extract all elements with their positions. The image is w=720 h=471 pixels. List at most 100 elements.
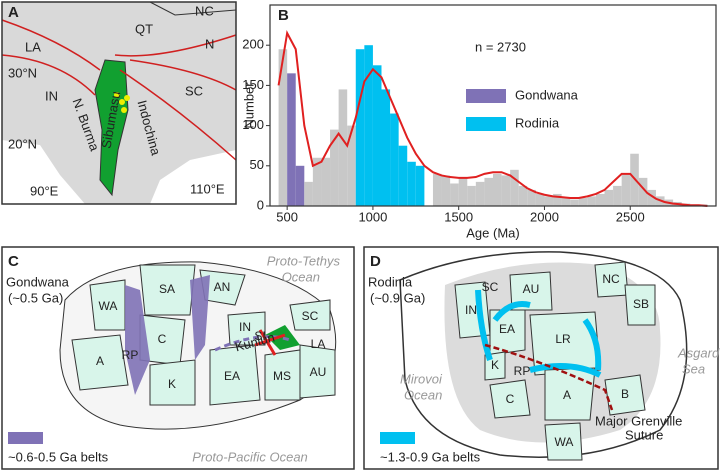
bar	[312, 157, 322, 206]
legend-label: Rodinia	[515, 115, 560, 130]
bar	[295, 165, 305, 206]
block-label: A	[563, 388, 571, 402]
block	[71, 334, 129, 391]
block	[289, 299, 331, 331]
block-label: EA	[224, 369, 240, 383]
legend-swatch	[380, 432, 415, 444]
y-axis-label: Number	[241, 82, 256, 129]
panel-letter: B	[278, 7, 289, 24]
label: QT	[135, 21, 153, 36]
panel-b: 0 50 100 150 200 500 1000 1500 2000 2500 Age (Ma) N…	[241, 4, 717, 240]
panel-letter: A	[8, 4, 19, 21]
bar	[595, 193, 605, 206]
legend-label: Gondwana	[515, 87, 579, 102]
bar	[638, 177, 648, 206]
bar	[330, 129, 339, 206]
label: LA	[25, 39, 41, 54]
title: Gondwana	[6, 274, 70, 289]
bar	[347, 125, 356, 206]
block-label: IN	[465, 303, 477, 317]
bar	[647, 189, 656, 206]
block	[149, 359, 196, 406]
panel-c: C Gondwana (~0.5 Ga) Proto-Tethys Ocean …	[1, 246, 355, 470]
bar	[518, 185, 528, 206]
density-curve	[277, 30, 708, 207]
y-tick-label: 50	[250, 157, 264, 172]
label: 20°N	[8, 136, 37, 151]
block-label: SB	[633, 297, 649, 311]
block-label: AU	[523, 282, 540, 296]
block	[139, 264, 196, 316]
bar	[527, 189, 536, 206]
sample	[119, 99, 125, 105]
block-label: SC	[302, 309, 319, 323]
sample	[121, 107, 127, 113]
block	[509, 271, 553, 311]
panel-letter: D	[370, 253, 381, 270]
suture-label: Suture	[625, 427, 663, 442]
bar	[458, 177, 468, 206]
block-label: K	[491, 358, 499, 372]
bar	[484, 177, 493, 206]
bar	[467, 185, 476, 206]
ocean: Ocean	[404, 387, 442, 402]
bar	[441, 175, 451, 206]
y-tick-label: 0	[257, 197, 264, 212]
block-label: WA	[99, 299, 118, 313]
panel-d: D Rodinia (~0.9 Ga) Asgard Sea Mirovoi O…	[363, 246, 720, 470]
label: N	[205, 36, 214, 51]
bar	[475, 181, 485, 206]
legend-label: ~0.6-0.5 Ga belts	[8, 449, 109, 464]
block	[624, 284, 656, 326]
x-axis-label: Age (Ma)	[466, 225, 519, 240]
bar	[287, 73, 296, 206]
sea	[150, 150, 236, 204]
block-label: K	[168, 377, 176, 391]
label: 30°N	[8, 65, 37, 80]
fault	[1, 19, 237, 161]
bar	[613, 185, 622, 206]
panel-a: A QT NC LA IN SC 30°N 20°N 90°E 110°E N.…	[1, 1, 237, 205]
block	[604, 374, 646, 416]
bar	[355, 49, 365, 206]
label: NC	[195, 3, 214, 18]
bar	[278, 49, 288, 206]
label: SC	[185, 83, 203, 98]
bar	[587, 196, 596, 206]
frame	[1, 246, 355, 470]
bar	[407, 161, 416, 206]
x-tick-label: 1000	[358, 209, 387, 224]
bar	[432, 173, 442, 206]
block	[209, 344, 261, 406]
panel-letter: C	[8, 253, 19, 270]
bar	[381, 89, 391, 206]
block	[265, 325, 300, 350]
block	[489, 309, 526, 356]
block-label: B	[621, 387, 629, 401]
block-label: SA	[159, 282, 175, 296]
block-label: EA	[499, 322, 515, 336]
bar	[390, 113, 399, 206]
bar	[450, 183, 459, 206]
bar	[415, 165, 425, 206]
legend-label: ~1.3-0.9 Ga belts	[380, 449, 481, 464]
ocean: Ocean	[282, 269, 320, 284]
bar	[578, 197, 588, 206]
block	[489, 379, 531, 419]
block-label: LR	[555, 332, 571, 346]
annotation: n = 2730	[475, 39, 526, 54]
label: 90°E	[30, 183, 59, 198]
belt	[125, 275, 210, 395]
y-tick-label: 150	[242, 77, 264, 92]
ocean: Proto-Tethys	[267, 253, 341, 268]
block-label: MS	[273, 369, 291, 383]
bar	[364, 45, 373, 207]
ocean: Proto-Pacific Ocean	[192, 449, 308, 464]
ocean: Sea	[682, 361, 705, 376]
block-label: AU	[310, 365, 327, 379]
block-label: LA	[311, 337, 326, 351]
x-tick-label: 2000	[530, 209, 559, 224]
legend-swatch	[466, 117, 506, 131]
x-tick-label: 1500	[444, 209, 473, 224]
bar	[621, 173, 631, 206]
